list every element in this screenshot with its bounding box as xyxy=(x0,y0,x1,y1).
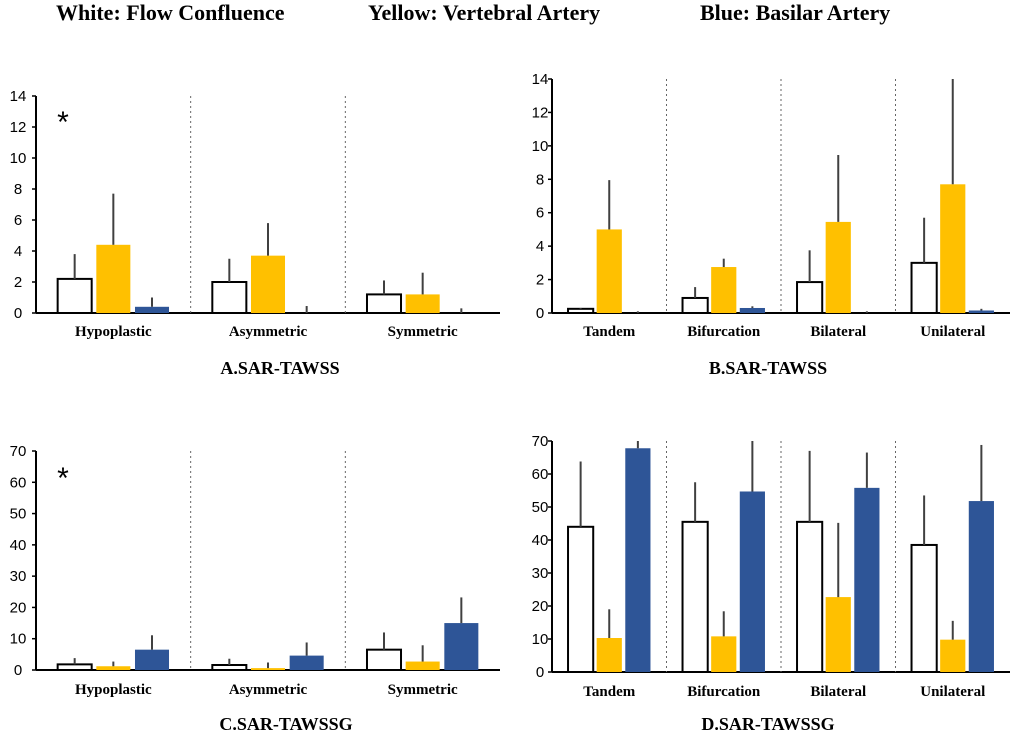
chart-b-bar-vertebral-artery xyxy=(825,221,851,313)
chart-a-y-tick-label: 6 xyxy=(14,212,22,229)
legend-vertebral-artery: Yellow: Vertebral Artery xyxy=(368,0,601,25)
chart-a-y-tick-label: 4 xyxy=(14,243,22,260)
legend-flow-confluence: White: Flow Confluence xyxy=(56,0,285,25)
chart-c-bar-flow-confluence xyxy=(211,663,248,671)
chart-d-y-tick-label: 20 xyxy=(532,598,549,615)
chart-d-y-tick-label: 50 xyxy=(532,499,549,516)
chart-a-y-tick-label: 8 xyxy=(14,181,22,198)
chart-c-significance-marker: * xyxy=(57,462,69,495)
chart-b-bar-flow-confluence xyxy=(567,307,595,315)
chart-d-bar-vertebral-artery xyxy=(711,636,737,672)
chart-c-category-label: Symmetric xyxy=(388,682,458,698)
chart-b-y-tick-label: 12 xyxy=(532,104,549,121)
chart-c-y-tick-label: 0 xyxy=(14,662,22,679)
chart-a-bar-basilar-artery xyxy=(134,306,170,313)
chart-a-y-tick-label: 14 xyxy=(10,88,27,105)
chart-a-bar-vertebral-artery xyxy=(250,255,286,313)
chart-b-category-label: Unilateral xyxy=(920,324,985,340)
chart-c-bar-basilar-artery xyxy=(444,623,479,670)
chart-c-bar-vertebral-artery xyxy=(96,666,131,670)
chart-b-category-label: Bifurcation xyxy=(687,324,761,340)
chart-c-y-tick-label: 10 xyxy=(10,631,27,648)
chart-c-y-tick-label: 70 xyxy=(10,443,27,460)
chart-c-bar-flow-confluence xyxy=(56,663,93,672)
chart-c-y-tick-label: 30 xyxy=(10,568,27,585)
chart-b-bar-flow-confluence xyxy=(796,281,824,315)
chart-a-category-label: Hypoplastic xyxy=(75,324,152,340)
chart-c-bar-flow-confluence xyxy=(365,648,403,672)
legend-title: White: Flow Confluence Yellow: Vertebral… xyxy=(0,0,1020,30)
chart-d-bar-basilar-artery xyxy=(968,501,994,672)
chart-b-bar-vertebral-artery xyxy=(711,267,737,313)
chart-c-category-label: Asymmetric xyxy=(229,682,308,698)
chart-d-y-tick-label: 60 xyxy=(532,466,549,483)
chart-c-bar-vertebral-artery xyxy=(405,661,440,670)
chart-d-bar-basilar-artery xyxy=(625,448,651,672)
chart-a-bar-flow-confluence xyxy=(365,293,403,314)
chart-b-y-tick-label: 6 xyxy=(536,205,544,222)
chart-c-bar-basilar-artery xyxy=(134,649,170,670)
chart-d-bar-flow-confluence xyxy=(567,525,595,673)
chart-c-category-label: Hypoplastic xyxy=(75,682,152,698)
chart-c-bar-vertebral-artery xyxy=(250,668,286,670)
chart-b-y-tick-label: 14 xyxy=(532,71,549,88)
chart-d-title: D.SAR-TAWSSG xyxy=(701,714,834,734)
chart-d-y-tick-label: 40 xyxy=(532,532,549,549)
chart-d-y-tick-label: 70 xyxy=(532,433,549,450)
chart-c-y-tick-label: 20 xyxy=(10,599,27,616)
chart-b-bar-vertebral-artery xyxy=(940,184,966,313)
chart-b-bar-basilar-artery xyxy=(739,307,765,313)
chart-d-category-label: Bifurcation xyxy=(687,684,761,700)
chart-d-category-label: Bilateral xyxy=(810,684,866,700)
chart-b-bar-flow-confluence xyxy=(910,261,938,315)
chart-b-y-tick-label: 4 xyxy=(536,238,544,255)
chart-c-y-tick-label: 60 xyxy=(10,474,27,491)
chart-a-bar-vertebral-artery xyxy=(96,244,131,313)
chart-a-category-label: Asymmetric xyxy=(229,324,308,340)
chart-d-bar-vertebral-artery xyxy=(825,597,851,672)
chart-d-y-tick-label: 0 xyxy=(536,664,544,681)
chart-b-bar-flow-confluence xyxy=(681,296,709,315)
chart-d-bar-flow-confluence xyxy=(910,543,938,674)
chart-b-y-tick-label: 10 xyxy=(532,138,549,155)
chart-b-category-label: Tandem xyxy=(583,324,635,340)
chart-b-bar-vertebral-artery xyxy=(596,229,622,313)
legend-basilar-artery: Blue: Basilar Artery xyxy=(700,0,891,25)
chart-d-y-tick-label: 30 xyxy=(532,565,549,582)
chart-d-y-tick-label: 10 xyxy=(532,631,549,648)
chart-d-bar-basilar-artery xyxy=(739,491,765,672)
chart-a-bar-vertebral-artery xyxy=(405,294,440,313)
chart-d-bar-vertebral-artery xyxy=(940,639,966,672)
chart-d-category-label: Tandem xyxy=(583,684,635,700)
chart-a-title: A.SAR-TAWSS xyxy=(220,358,339,378)
chart-c-title: C.SAR-TAWSSG xyxy=(219,714,352,734)
chart-d-bar-vertebral-artery xyxy=(596,638,622,672)
chart-d-bar-flow-confluence xyxy=(796,520,824,673)
chart-d-category-label: Unilateral xyxy=(920,684,985,700)
chart-d-bar-flow-confluence xyxy=(681,520,709,673)
chart-a-significance-marker: * xyxy=(57,106,69,139)
chart-a-y-tick-label: 0 xyxy=(14,305,22,322)
chart-b-y-tick-label: 0 xyxy=(536,305,544,322)
chart-a-y-tick-label: 2 xyxy=(14,274,22,291)
chart-a-category-label: Symmetric xyxy=(388,324,458,340)
chart-c-bar-basilar-artery xyxy=(289,655,324,670)
chart-b-title: B.SAR-TAWSS xyxy=(709,358,827,378)
chart-c-y-tick-label: 40 xyxy=(10,537,27,554)
chart-b-bar-basilar-artery xyxy=(968,310,994,313)
chart-c-y-tick-label: 50 xyxy=(10,506,27,523)
chart-b-y-tick-label: 8 xyxy=(536,171,544,188)
chart-a-bar-flow-confluence xyxy=(211,281,248,314)
chart-d-bar-basilar-artery xyxy=(854,487,880,672)
chart-a-bar-flow-confluence xyxy=(56,277,93,314)
chart-b-y-tick-label: 2 xyxy=(536,272,544,289)
chart-a-y-tick-label: 10 xyxy=(10,150,27,167)
chart-b-category-label: Bilateral xyxy=(810,324,866,340)
chart-a-y-tick-label: 12 xyxy=(10,119,27,136)
